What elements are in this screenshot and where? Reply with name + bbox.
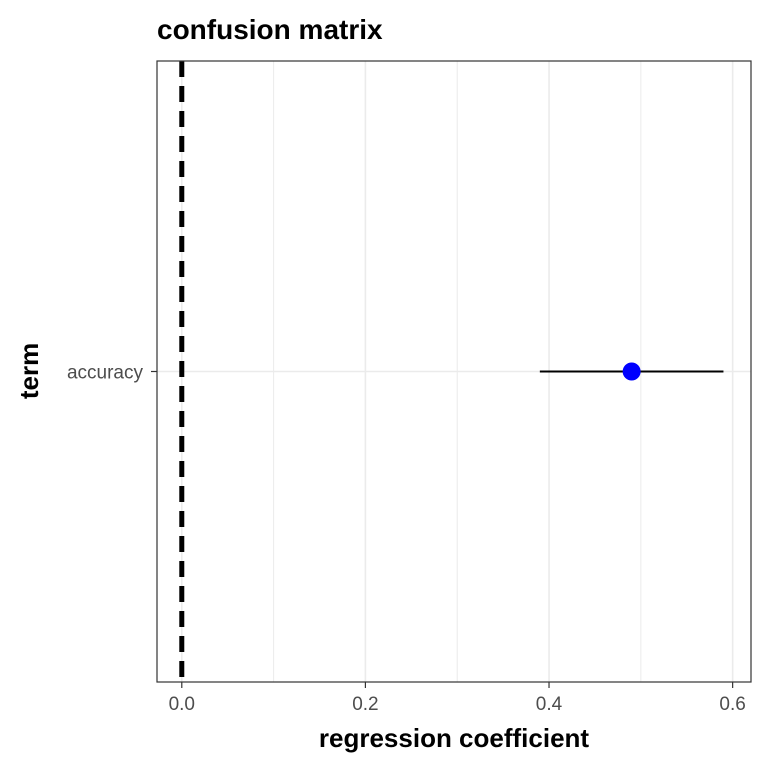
x-tick-label: 0.6: [719, 694, 745, 715]
axis-layer: 0.0 0.2 0.4 0.6 accuracy: [67, 363, 746, 716]
data-layer: [539, 362, 724, 381]
y-axis-title: term: [14, 343, 44, 399]
point-accuracy: [622, 362, 641, 381]
x-tick-label: 0.0: [169, 694, 195, 715]
chart-title: confusion matrix: [157, 14, 383, 45]
x-tick-label: 0.4: [536, 694, 563, 715]
x-tick-label: 0.2: [352, 694, 378, 715]
y-tick-label: accuracy: [67, 363, 144, 384]
x-axis-title: regression coefficient: [319, 723, 590, 753]
